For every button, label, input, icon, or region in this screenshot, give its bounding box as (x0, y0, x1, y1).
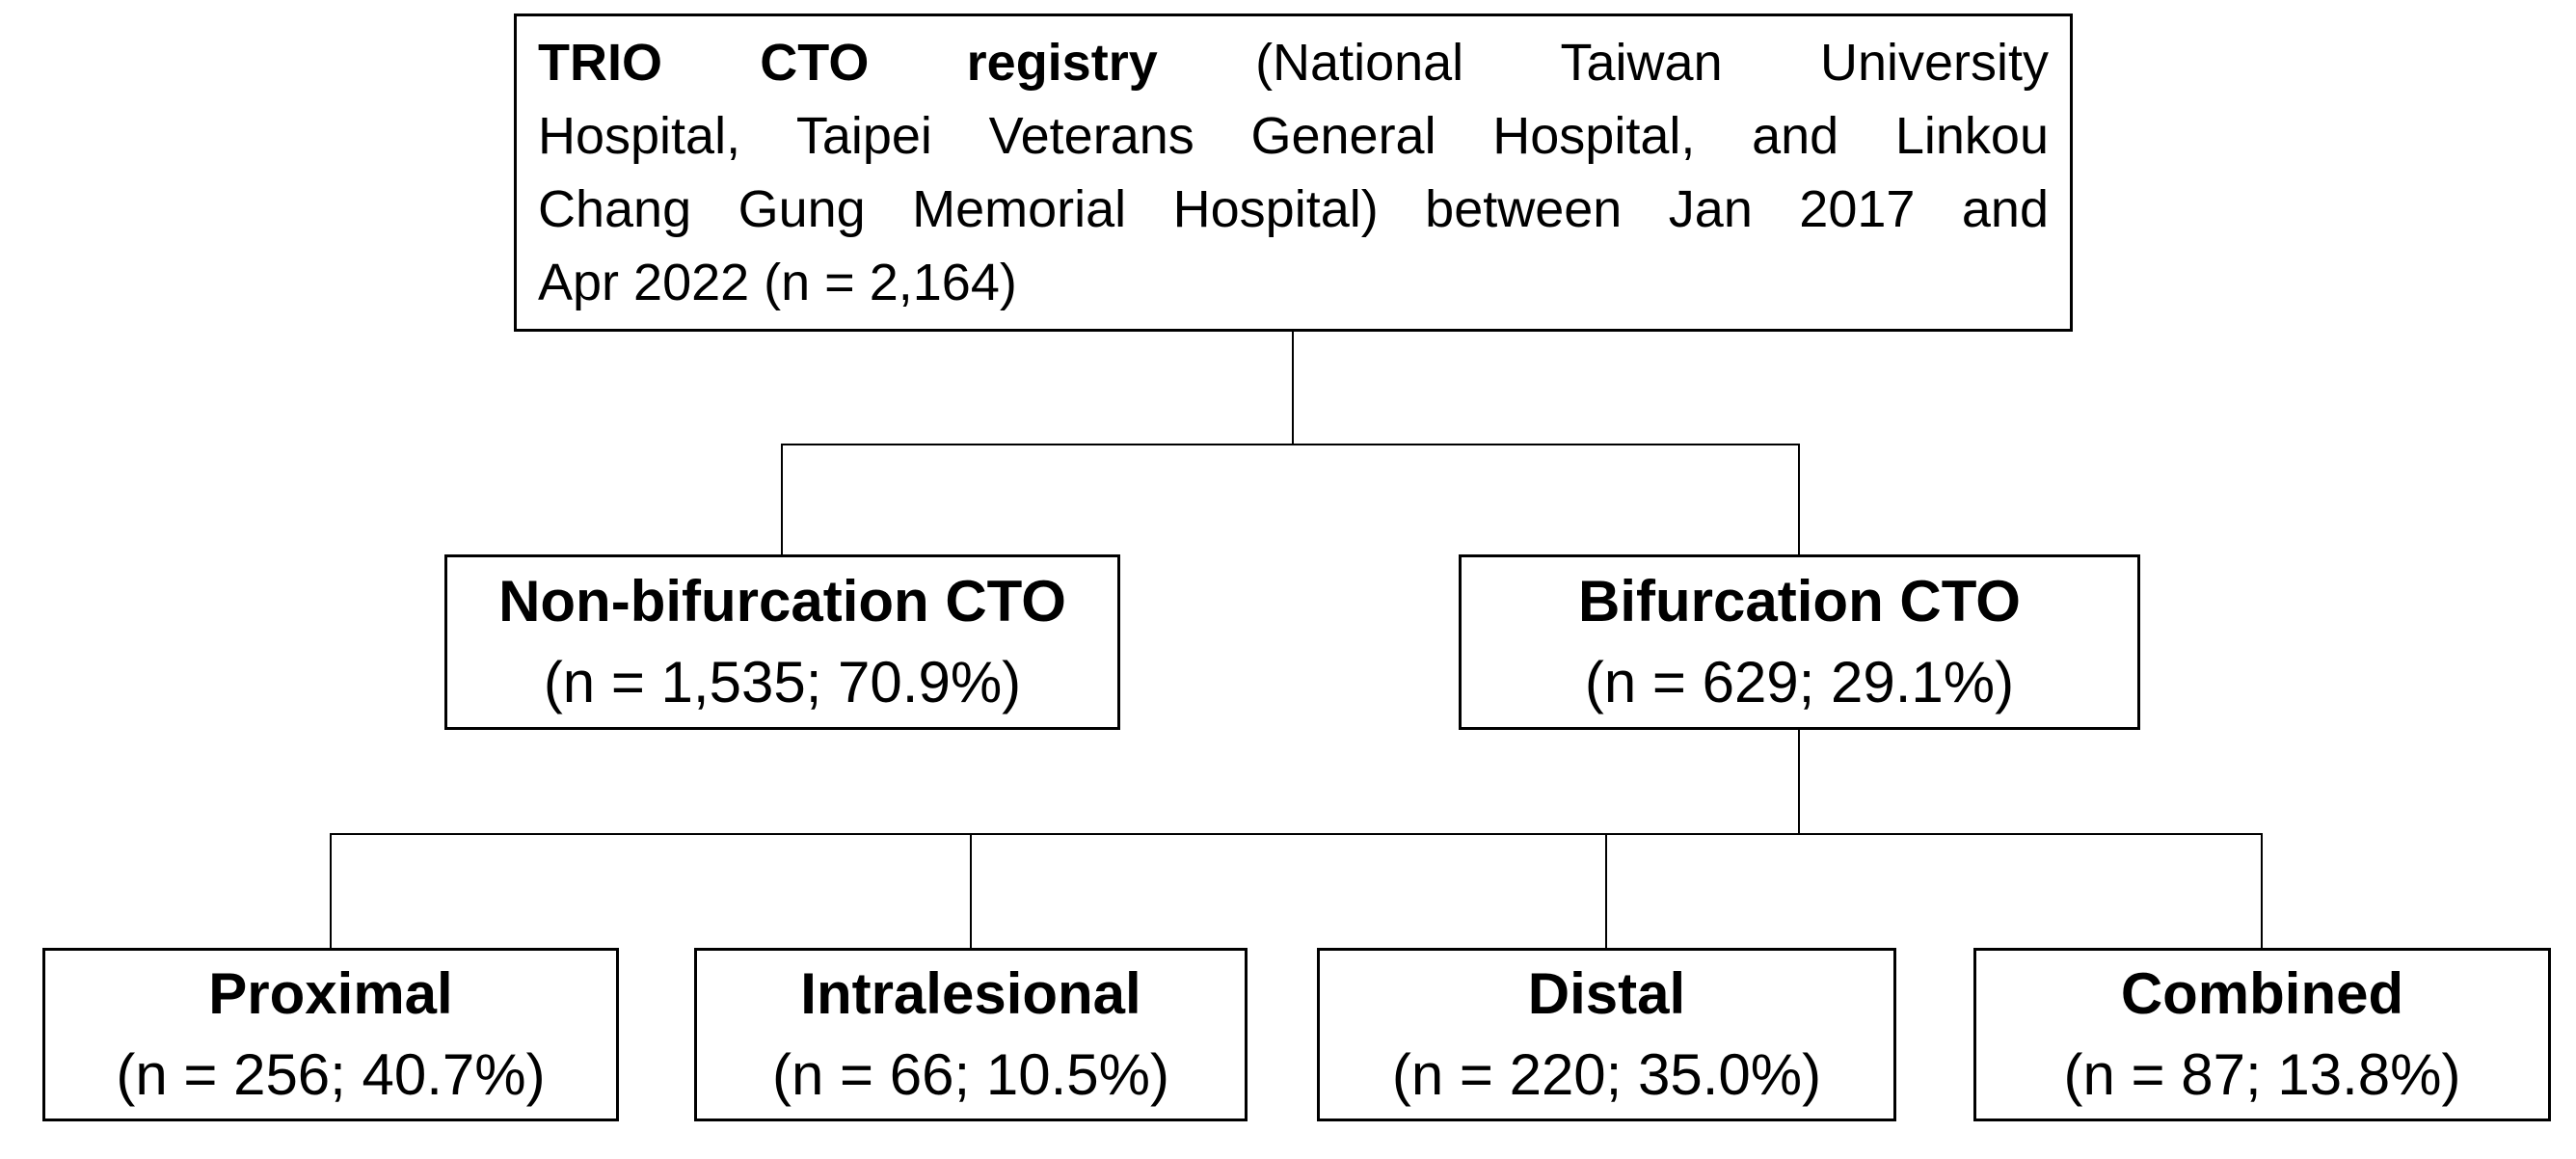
registry-text-line-3: Chang Gung Memorial Hospital) between Ja… (538, 180, 2049, 238)
node-proximal: Proximal (n = 256; 40.7%) (42, 948, 619, 1121)
connector-drop-intralesional (970, 833, 972, 948)
node-non-bifurcation-cto: Non-bifurcation CTO (n = 1,535; 70.9%) (444, 554, 1120, 730)
node-stat: (n = 256; 40.7%) (116, 1042, 546, 1107)
node-stat: (n = 66; 10.5%) (772, 1042, 1169, 1107)
connector-drop-proximal (330, 833, 332, 948)
node-intralesional: Intralesional (n = 66; 10.5%) (694, 948, 1248, 1121)
node-title: Non-bifurcation CTO (498, 569, 1066, 633)
node-title: Proximal (208, 961, 453, 1026)
node-distal: Distal (n = 220; 35.0%) (1317, 948, 1896, 1121)
node-title: Intralesional (800, 961, 1141, 1026)
node-bifurcation-cto: Bifurcation CTO (n = 629; 29.1%) (1459, 554, 2140, 730)
node-trio-cto-registry: TRIO CTO registry (National Taiwan Unive… (514, 13, 2073, 332)
node-title: Combined (2120, 961, 2404, 1026)
connector-bifurcation-stem (1798, 730, 1800, 835)
connector-drop-distal (1605, 833, 1607, 948)
node-title: Distal (1527, 961, 1686, 1026)
node-combined: Combined (n = 87; 13.8%) (1973, 948, 2551, 1121)
connector-root-horizontal (781, 444, 1800, 445)
connector-root-stem (1292, 332, 1294, 445)
node-stat: (n = 87; 13.8%) (2063, 1042, 2461, 1107)
connector-drop-nonbifurcation (781, 444, 783, 554)
node-stat: (n = 1,535; 70.9%) (543, 650, 1022, 714)
connector-bifurcation-horizontal (330, 833, 2263, 835)
registry-text-line-2: Hospital, Taipei Veterans General Hospit… (538, 107, 2049, 165)
node-title: Bifurcation CTO (1578, 569, 2021, 633)
node-stat: (n = 629; 29.1%) (1584, 650, 2015, 714)
node-stat: (n = 220; 35.0%) (1391, 1042, 1822, 1107)
connector-drop-combined (2261, 833, 2263, 948)
connector-drop-bifurcation (1798, 444, 1800, 554)
registry-text-line-4: Apr 2022 (n = 2,164) (538, 254, 1017, 311)
registry-text-line-1: TRIO CTO registry (National Taiwan Unive… (538, 26, 2049, 99)
registry-title: TRIO CTO registry (538, 34, 1158, 92)
registry-line1-rest: (National Taiwan University (1255, 34, 2049, 92)
